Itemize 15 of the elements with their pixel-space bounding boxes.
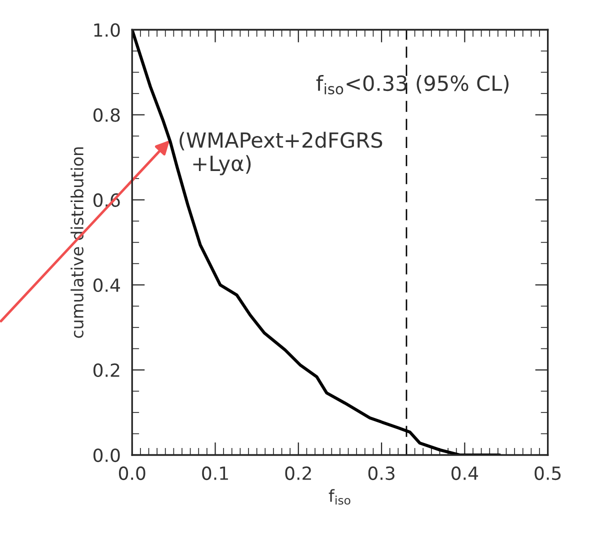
x-tick-label: 0.3 <box>368 466 394 480</box>
x-axis-title: f$_{iso}$ <box>328 489 350 505</box>
annotation: (WMAPext+2dFGRS +Lyα) <box>180 132 382 176</box>
y-axis-title: cumulative distribution <box>70 147 84 338</box>
x-tick-label: 0.1 <box>202 466 228 480</box>
y-tick-label: 0.2 <box>93 363 120 378</box>
y-tick-label: 1.0 <box>94 23 120 37</box>
x-tick-label: 0.0 <box>118 466 146 480</box>
y-tick-label: 0.4 <box>93 278 120 292</box>
y-tick-label: 0.0 <box>93 448 120 462</box>
annotation: f$_{iso}$<0.33 (95% CL) <box>316 74 509 94</box>
x-tick-label: 0.2 <box>285 466 311 480</box>
y-tick-label: 0.8 <box>93 108 120 122</box>
x-tick-label: 0.5 <box>534 466 561 480</box>
x-tick-label: 0.4 <box>452 466 478 480</box>
